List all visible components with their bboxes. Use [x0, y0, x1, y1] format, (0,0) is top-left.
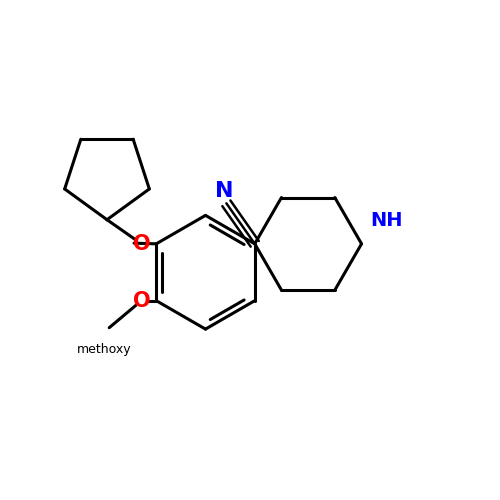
- Text: methoxy: methoxy: [77, 342, 132, 355]
- Text: O: O: [132, 290, 150, 310]
- Text: NH: NH: [370, 211, 403, 230]
- Text: N: N: [214, 181, 233, 201]
- Text: O: O: [132, 234, 150, 254]
